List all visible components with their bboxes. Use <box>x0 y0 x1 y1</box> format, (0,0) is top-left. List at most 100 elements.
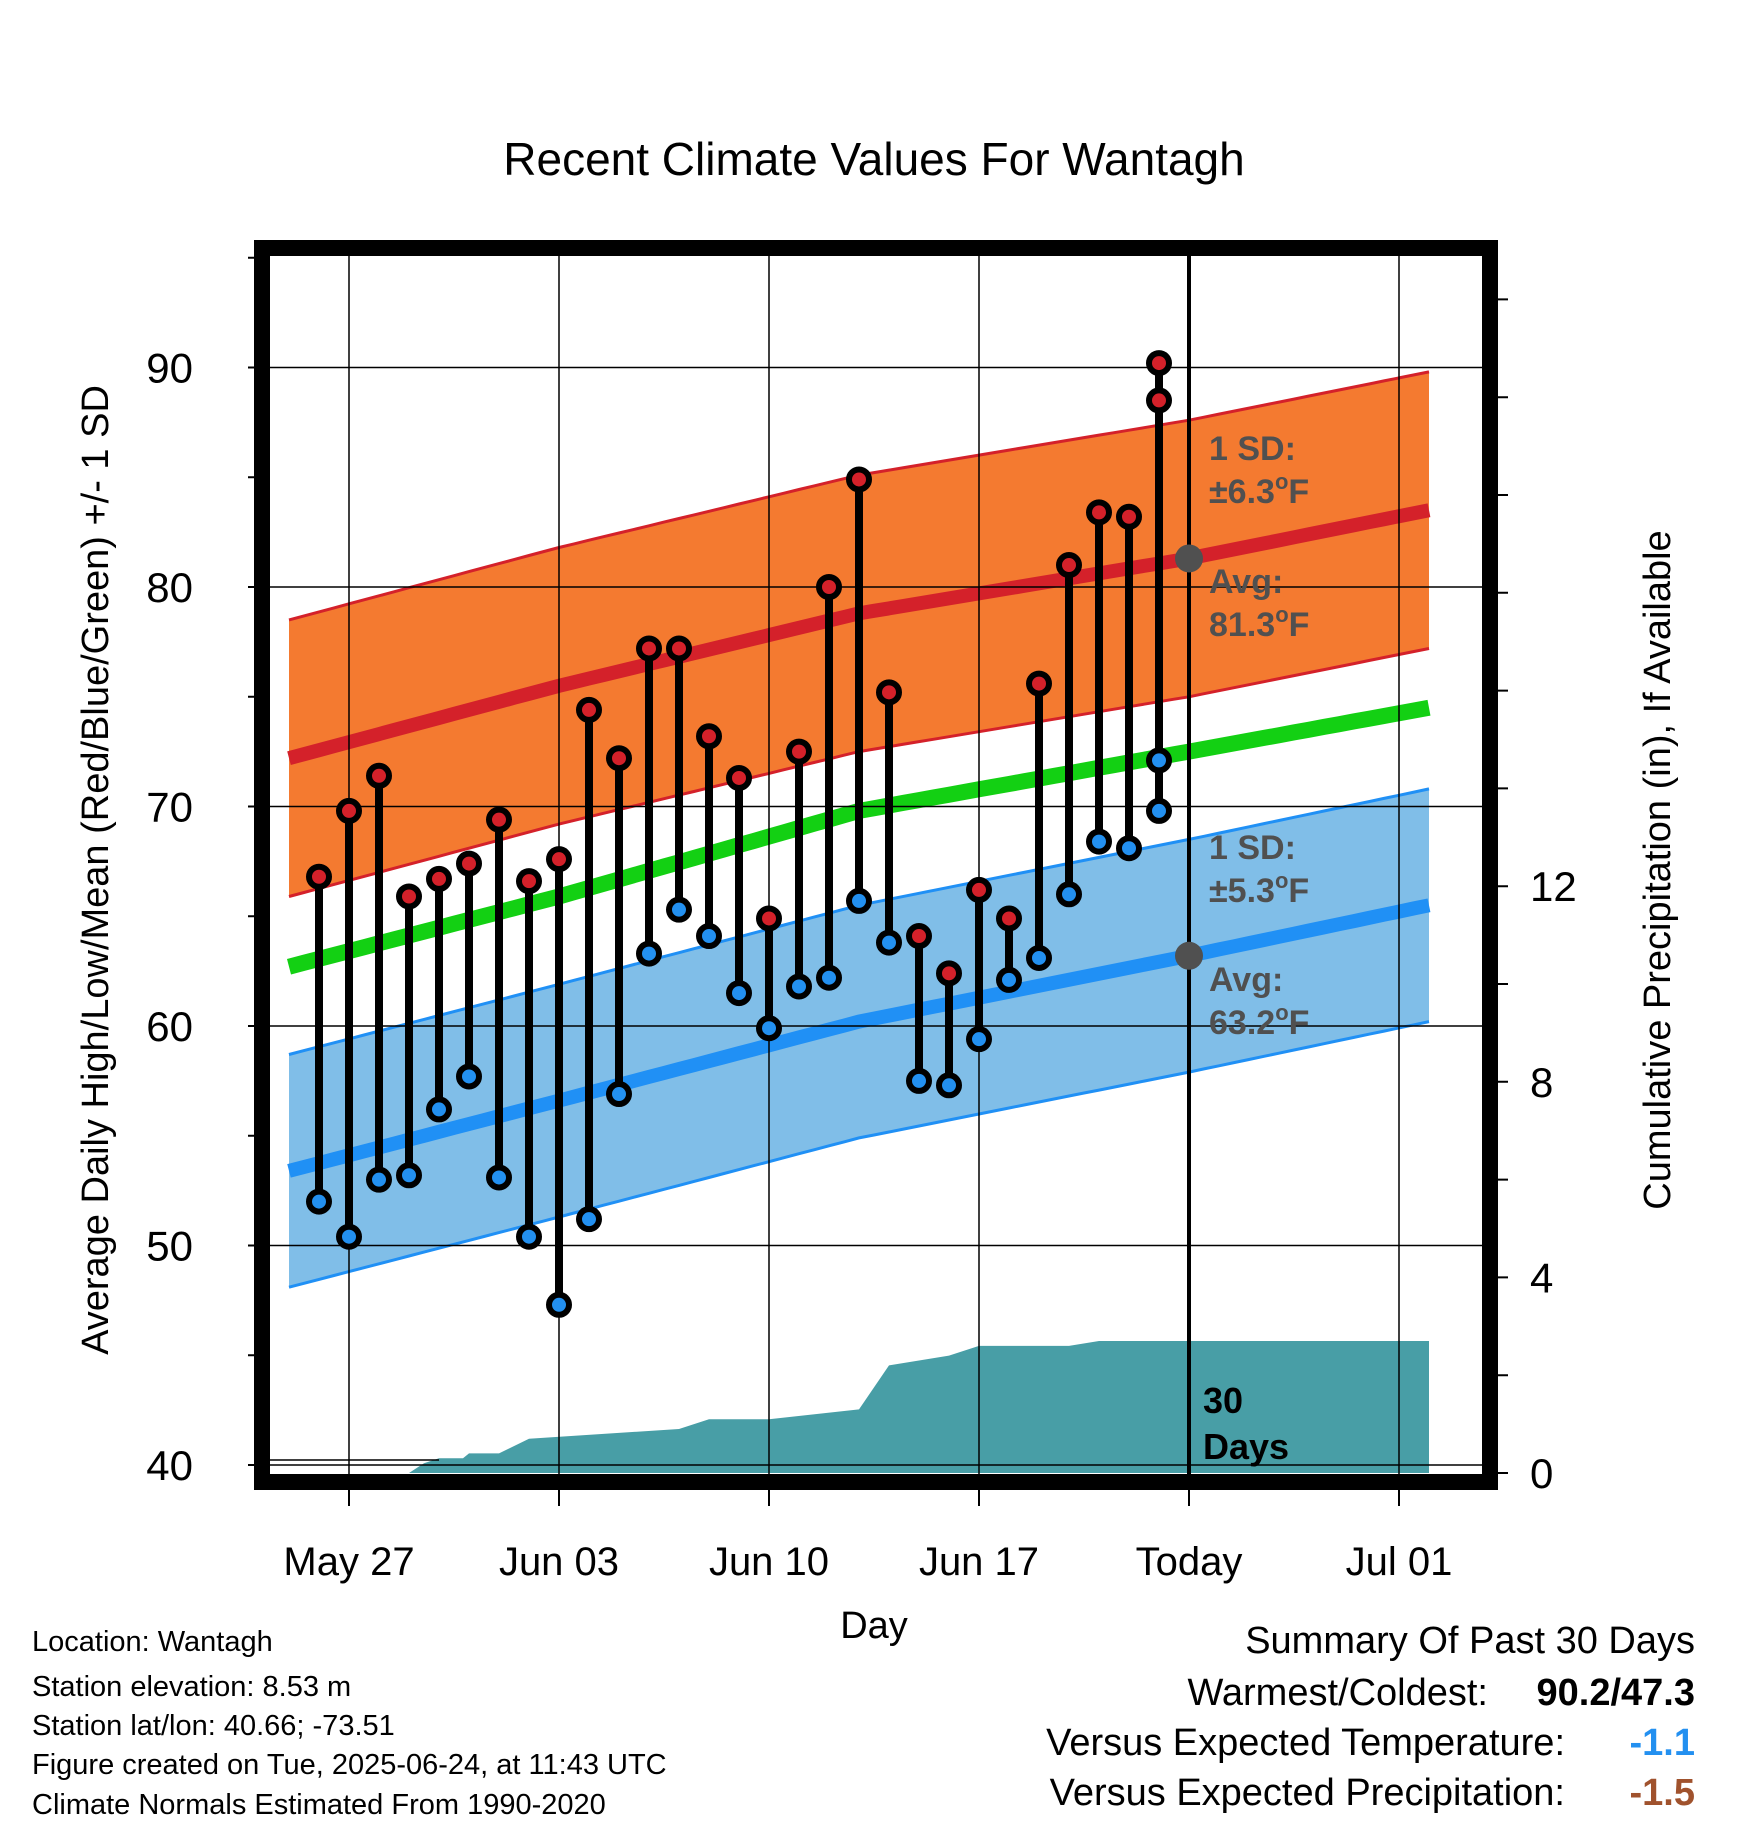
summary-temp-value: -1.1 <box>1629 1722 1695 1764</box>
high-temp-point <box>876 679 902 706</box>
low-sd-band <box>289 788 1429 1288</box>
precip-area <box>289 1341 1429 1473</box>
info-location: Location: Wantagh <box>32 1626 273 1658</box>
low-temp-point <box>396 1162 422 1189</box>
summary-warm-label: Warmest/Coldest: <box>1187 1672 1488 1714</box>
high-avg-label: Avg: <box>1209 563 1283 601</box>
summary-precip-label: Versus Expected Precipitation: <box>1049 1772 1565 1814</box>
y2-tick-label: 4 <box>1530 1254 1553 1301</box>
x-tick-label: Jul 01 <box>1346 1540 1453 1584</box>
high-temp-point <box>786 738 812 765</box>
y-tick-label: 80 <box>146 564 193 611</box>
info-normals: Climate Normals Estimated From 1990-2020 <box>32 1789 606 1821</box>
chart-title: Recent Climate Values For Wantagh <box>503 133 1244 185</box>
low-avg-label: Avg: <box>1209 961 1283 999</box>
high-temp-point <box>816 574 842 600</box>
low-lower-line <box>288 1020 1430 1289</box>
high-temp-point <box>546 846 572 873</box>
x-tick-label: Jun 10 <box>709 1540 829 1584</box>
plot-frame <box>254 240 1498 1490</box>
low-temp-point <box>426 1096 452 1123</box>
high-temp-point <box>606 745 632 772</box>
low-temp-point <box>486 1164 512 1191</box>
x-tick-label: Jun 03 <box>499 1540 619 1584</box>
low-temp-point <box>1146 747 1172 774</box>
y-tick-label: 60 <box>146 1003 193 1050</box>
high-temp-point <box>306 863 332 890</box>
low-temp-point <box>1146 797 1172 824</box>
high-temp-point <box>666 635 692 662</box>
low-temp-point <box>726 980 752 1007</box>
low-avg-line <box>287 898 1431 1178</box>
y-axis-label: Average Daily High/Low/Mean (Red/Blue/Gr… <box>75 385 117 1355</box>
high-avg-value: 81.3oF <box>1209 602 1309 644</box>
low-temp-point <box>816 964 842 991</box>
high-temp-point <box>426 865 452 892</box>
low-temp-point <box>1086 828 1112 855</box>
high-temp-point <box>1056 552 1082 579</box>
y2-axis-label: Cumulative Precipitation (in), If Availa… <box>1637 530 1679 1209</box>
y-tick-label: 90 <box>146 345 193 392</box>
high-temp-point <box>726 764 752 791</box>
high-sd-label: 1 SD: <box>1209 430 1296 468</box>
high-temp-point <box>996 905 1022 932</box>
high-temp-point <box>486 806 512 833</box>
y-tick-label: 40 <box>146 1442 193 1489</box>
low-temp-point <box>846 887 872 914</box>
low-temp-point <box>576 1206 602 1233</box>
info-created: Figure created on Tue, 2025-06-24, at 11… <box>32 1749 667 1781</box>
x-tick-label: Jun 17 <box>919 1540 1039 1584</box>
low-temp-point <box>666 896 692 923</box>
high-temp-point <box>936 960 962 987</box>
info-elevation: Station elevation: 8.53 m <box>32 1671 352 1703</box>
low-temp-point <box>516 1223 542 1250</box>
high-temp-point <box>1146 387 1172 414</box>
high-temp-point <box>366 762 392 789</box>
info-latlon: Station lat/lon: 40.66; -73.51 <box>32 1710 395 1742</box>
low-temp-point <box>336 1223 362 1250</box>
summary-warm-value: 90.2/47.3 <box>1536 1672 1695 1714</box>
low-temp-point <box>1056 881 1082 908</box>
low-temp-point <box>966 1026 992 1053</box>
low-temp-point <box>306 1188 332 1215</box>
summary-temp-label: Versus Expected Temperature: <box>1046 1722 1565 1764</box>
low-sd-value: ±5.3oF <box>1209 868 1309 910</box>
low-avg-value: 63.2oF <box>1209 1000 1309 1042</box>
x-tick-label: Today <box>1136 1540 1243 1584</box>
high-temp-point <box>516 868 542 895</box>
low-temp-point <box>606 1081 632 1108</box>
high-avg-dot <box>1175 544 1203 573</box>
high-temp-point <box>1086 499 1112 526</box>
high-temp-point <box>1146 350 1172 377</box>
days-count-label: 30 <box>1203 1380 1243 1421</box>
high-temp-point <box>576 696 602 723</box>
low-sd-label: 1 SD: <box>1209 829 1296 867</box>
low-temp-point <box>906 1067 932 1094</box>
days-word-label: Days <box>1203 1426 1289 1467</box>
y-tick-label: 70 <box>146 784 193 831</box>
y2-tick-label: 8 <box>1530 1059 1553 1106</box>
low-temp-point <box>876 929 902 956</box>
y-tick-label: 50 <box>146 1223 193 1270</box>
low-temp-point <box>786 973 812 1000</box>
low-temp-point <box>636 940 662 967</box>
low-temp-point <box>936 1072 962 1099</box>
low-temp-point <box>1026 944 1052 971</box>
high-temp-point <box>1116 503 1142 530</box>
low-avg-dot <box>1175 941 1203 970</box>
high-temp-point <box>696 723 722 750</box>
high-temp-point <box>396 883 422 910</box>
high-temp-point <box>1026 670 1052 697</box>
high-temp-point <box>906 923 932 950</box>
high-temp-point <box>966 876 992 903</box>
low-temp-point <box>756 1015 782 1042</box>
high-temp-point <box>456 850 482 877</box>
low-temp-point <box>366 1166 392 1193</box>
x-axis-label: Day <box>840 1605 908 1647</box>
low-temp-point <box>996 966 1022 993</box>
summary-precip-value: -1.5 <box>1629 1772 1695 1814</box>
y2-tick-label: 12 <box>1530 863 1577 910</box>
x-tick-label: May 27 <box>283 1540 414 1584</box>
summary-title: Summary Of Past 30 Days <box>1245 1620 1695 1662</box>
